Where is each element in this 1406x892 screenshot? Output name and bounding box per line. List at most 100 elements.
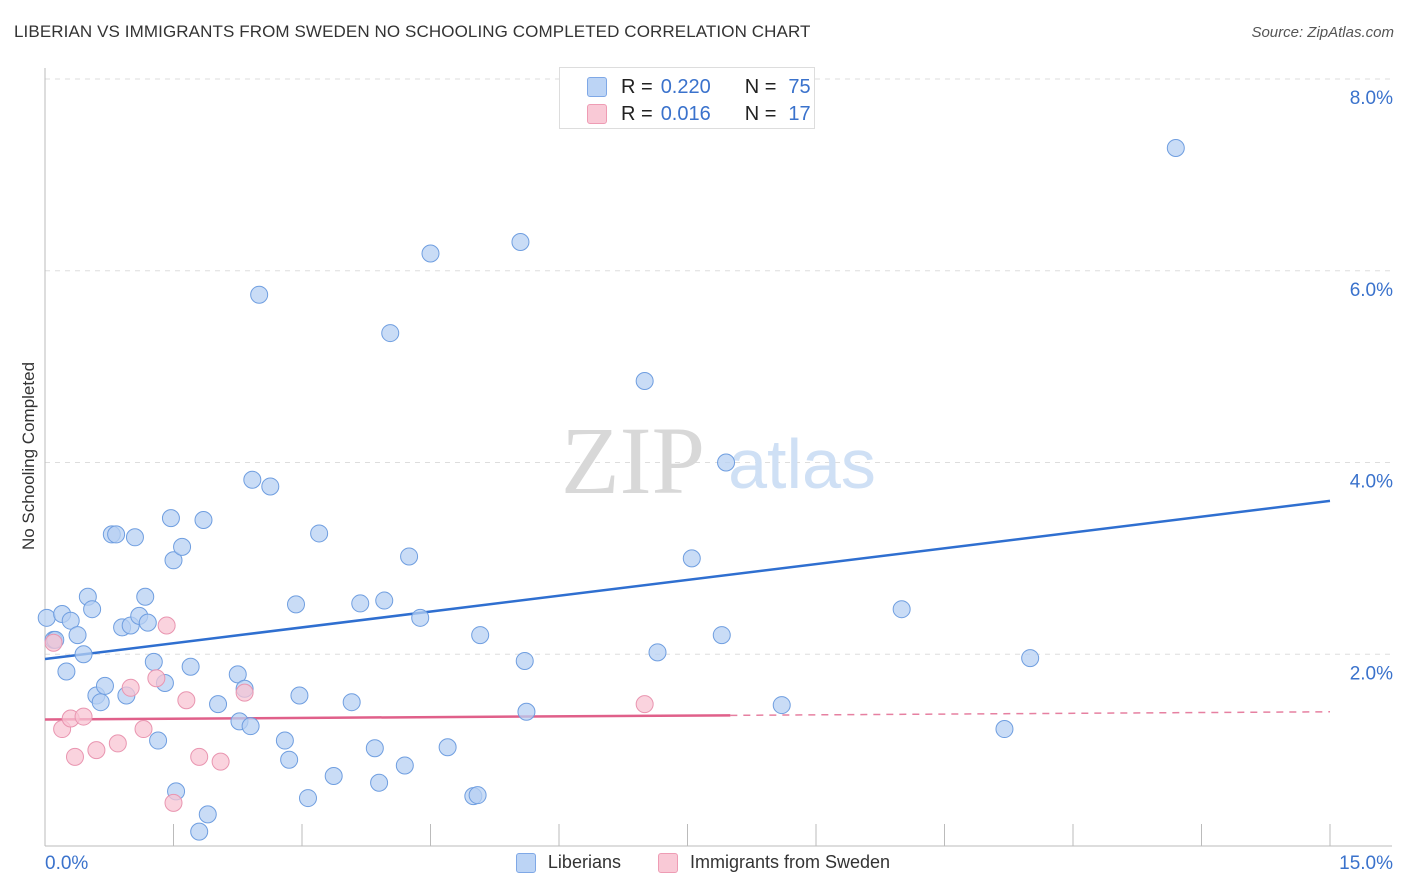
liberian-point: [400, 547, 419, 566]
series-legend: Liberians Immigrants from Sweden: [0, 852, 1406, 878]
liberian-point: [772, 696, 791, 715]
watermark-zip: ZIP: [561, 407, 705, 514]
liberian-point: [107, 525, 126, 544]
liberian-point: [138, 613, 157, 632]
sweden-point: [235, 683, 254, 702]
liberian-point: [57, 662, 76, 681]
liberian-point: [250, 285, 269, 304]
liberian-point: [290, 686, 309, 705]
liberian-point: [83, 600, 102, 619]
watermark-atlas: atlas: [728, 425, 876, 503]
sweden-point: [121, 678, 140, 697]
r-value: 0.016: [660, 102, 711, 125]
liberian-point: [370, 773, 389, 792]
liberian-point: [68, 626, 87, 645]
liberian-point: [310, 524, 329, 543]
liberian-point: [411, 608, 430, 627]
y-axis-label: No Schooling Completed: [19, 362, 38, 550]
liberian-point: [164, 551, 183, 570]
stats-legend: R = 0.220 N = 75 R = 0.016 N = 17: [559, 67, 815, 129]
liberian-point: [381, 324, 400, 343]
r-value: 0.220: [660, 75, 711, 98]
liberian-point: [682, 549, 701, 568]
liberian-point: [515, 651, 534, 670]
sweden-legend-icon: [657, 852, 678, 873]
liberian-point: [275, 731, 294, 750]
sweden-point: [74, 707, 93, 726]
liberian-point: [517, 702, 536, 721]
liberian-point: [37, 608, 56, 627]
legend-item-sweden[interactable]: Immigrants from Sweden: [657, 852, 891, 873]
liberian-point: [395, 756, 414, 775]
liberian-point: [209, 695, 228, 714]
liberian-point: [243, 470, 262, 489]
liberian-point: [261, 477, 280, 496]
label-layer: 2.0% 4.0% 6.0% 8.0% 0.0% 15.0% No Schooling Co…: [19, 88, 1393, 874]
liberian-point: [194, 511, 213, 530]
sweden-point: [44, 633, 63, 652]
liberian-point: [136, 587, 155, 606]
x-tick-label-max: 15.0%: [1339, 853, 1393, 874]
liberian-point: [74, 645, 93, 664]
liberian-point: [190, 822, 209, 841]
source-label: Source: ZipAtlas.com: [1251, 24, 1394, 41]
sweden-trend-line-extension: [730, 711, 1331, 717]
liberian-point: [375, 591, 394, 610]
liberians-legend-icon: [515, 852, 536, 873]
r-label: R =: [621, 75, 653, 98]
n-label: N =: [744, 75, 777, 98]
trend-layer: [44, 499, 1331, 721]
liberian-point: [161, 509, 180, 528]
liberian-trend-line: [44, 499, 1331, 661]
legend-label-sweden: Immigrants from Sweden: [689, 852, 891, 872]
y-tick-label: 2.0%: [1350, 663, 1393, 684]
liberian-point: [511, 232, 530, 251]
liberian-point: [149, 731, 168, 750]
y-tick-label: 6.0%: [1350, 280, 1393, 301]
sweden-trend-line: [44, 714, 731, 721]
sweden-point: [635, 695, 654, 714]
sweden-point: [190, 747, 209, 766]
sweden-point: [211, 752, 230, 771]
liberian-point: [342, 693, 361, 712]
liberian-point: [635, 372, 654, 391]
liberian-point: [61, 611, 80, 630]
sweden-point: [177, 691, 196, 710]
stats-row-liberians: R = 0.220 N = 75: [587, 74, 811, 100]
chart-title: LIBERIAN VS IMMIGRANTS FROM SWEDEN NO SC…: [14, 22, 811, 41]
liberian-point: [351, 594, 370, 613]
liberian-point: [471, 626, 490, 645]
watermark: ZIP atlas: [561, 407, 876, 514]
liberian-point: [173, 537, 192, 556]
liberian-point: [144, 652, 163, 671]
x-tick-label-min: 0.0%: [45, 853, 88, 874]
sweden-point: [108, 734, 127, 753]
legend-item-liberians[interactable]: Liberians: [515, 852, 621, 873]
liberian-point: [365, 739, 384, 758]
liberian-point: [298, 789, 317, 808]
liberian-point: [1021, 649, 1040, 668]
sweden-point: [134, 720, 153, 739]
sweden-point: [65, 747, 84, 766]
y-tick-label: 4.0%: [1350, 472, 1393, 493]
points-layer: [37, 139, 1185, 841]
liberian-point: [241, 717, 260, 736]
liberian-point: [712, 626, 731, 645]
liberian-point: [228, 665, 247, 684]
sweden-point: [157, 616, 176, 635]
stats-row-sweden: R = 0.016 N = 17: [587, 101, 811, 127]
n-value: 17: [788, 102, 811, 125]
liberians-swatch-icon: [587, 77, 607, 97]
n-value: 75: [788, 75, 811, 98]
sweden-swatch-icon: [587, 104, 607, 124]
liberian-point: [1166, 139, 1185, 158]
liberian-point: [995, 720, 1014, 739]
n-label: N =: [744, 102, 777, 125]
liberian-point: [125, 528, 144, 547]
liberian-point: [421, 244, 440, 263]
liberian-point: [892, 600, 911, 619]
axis-layer: [44, 68, 1392, 847]
liberian-point: [95, 676, 114, 695]
liberian-point: [324, 767, 343, 786]
